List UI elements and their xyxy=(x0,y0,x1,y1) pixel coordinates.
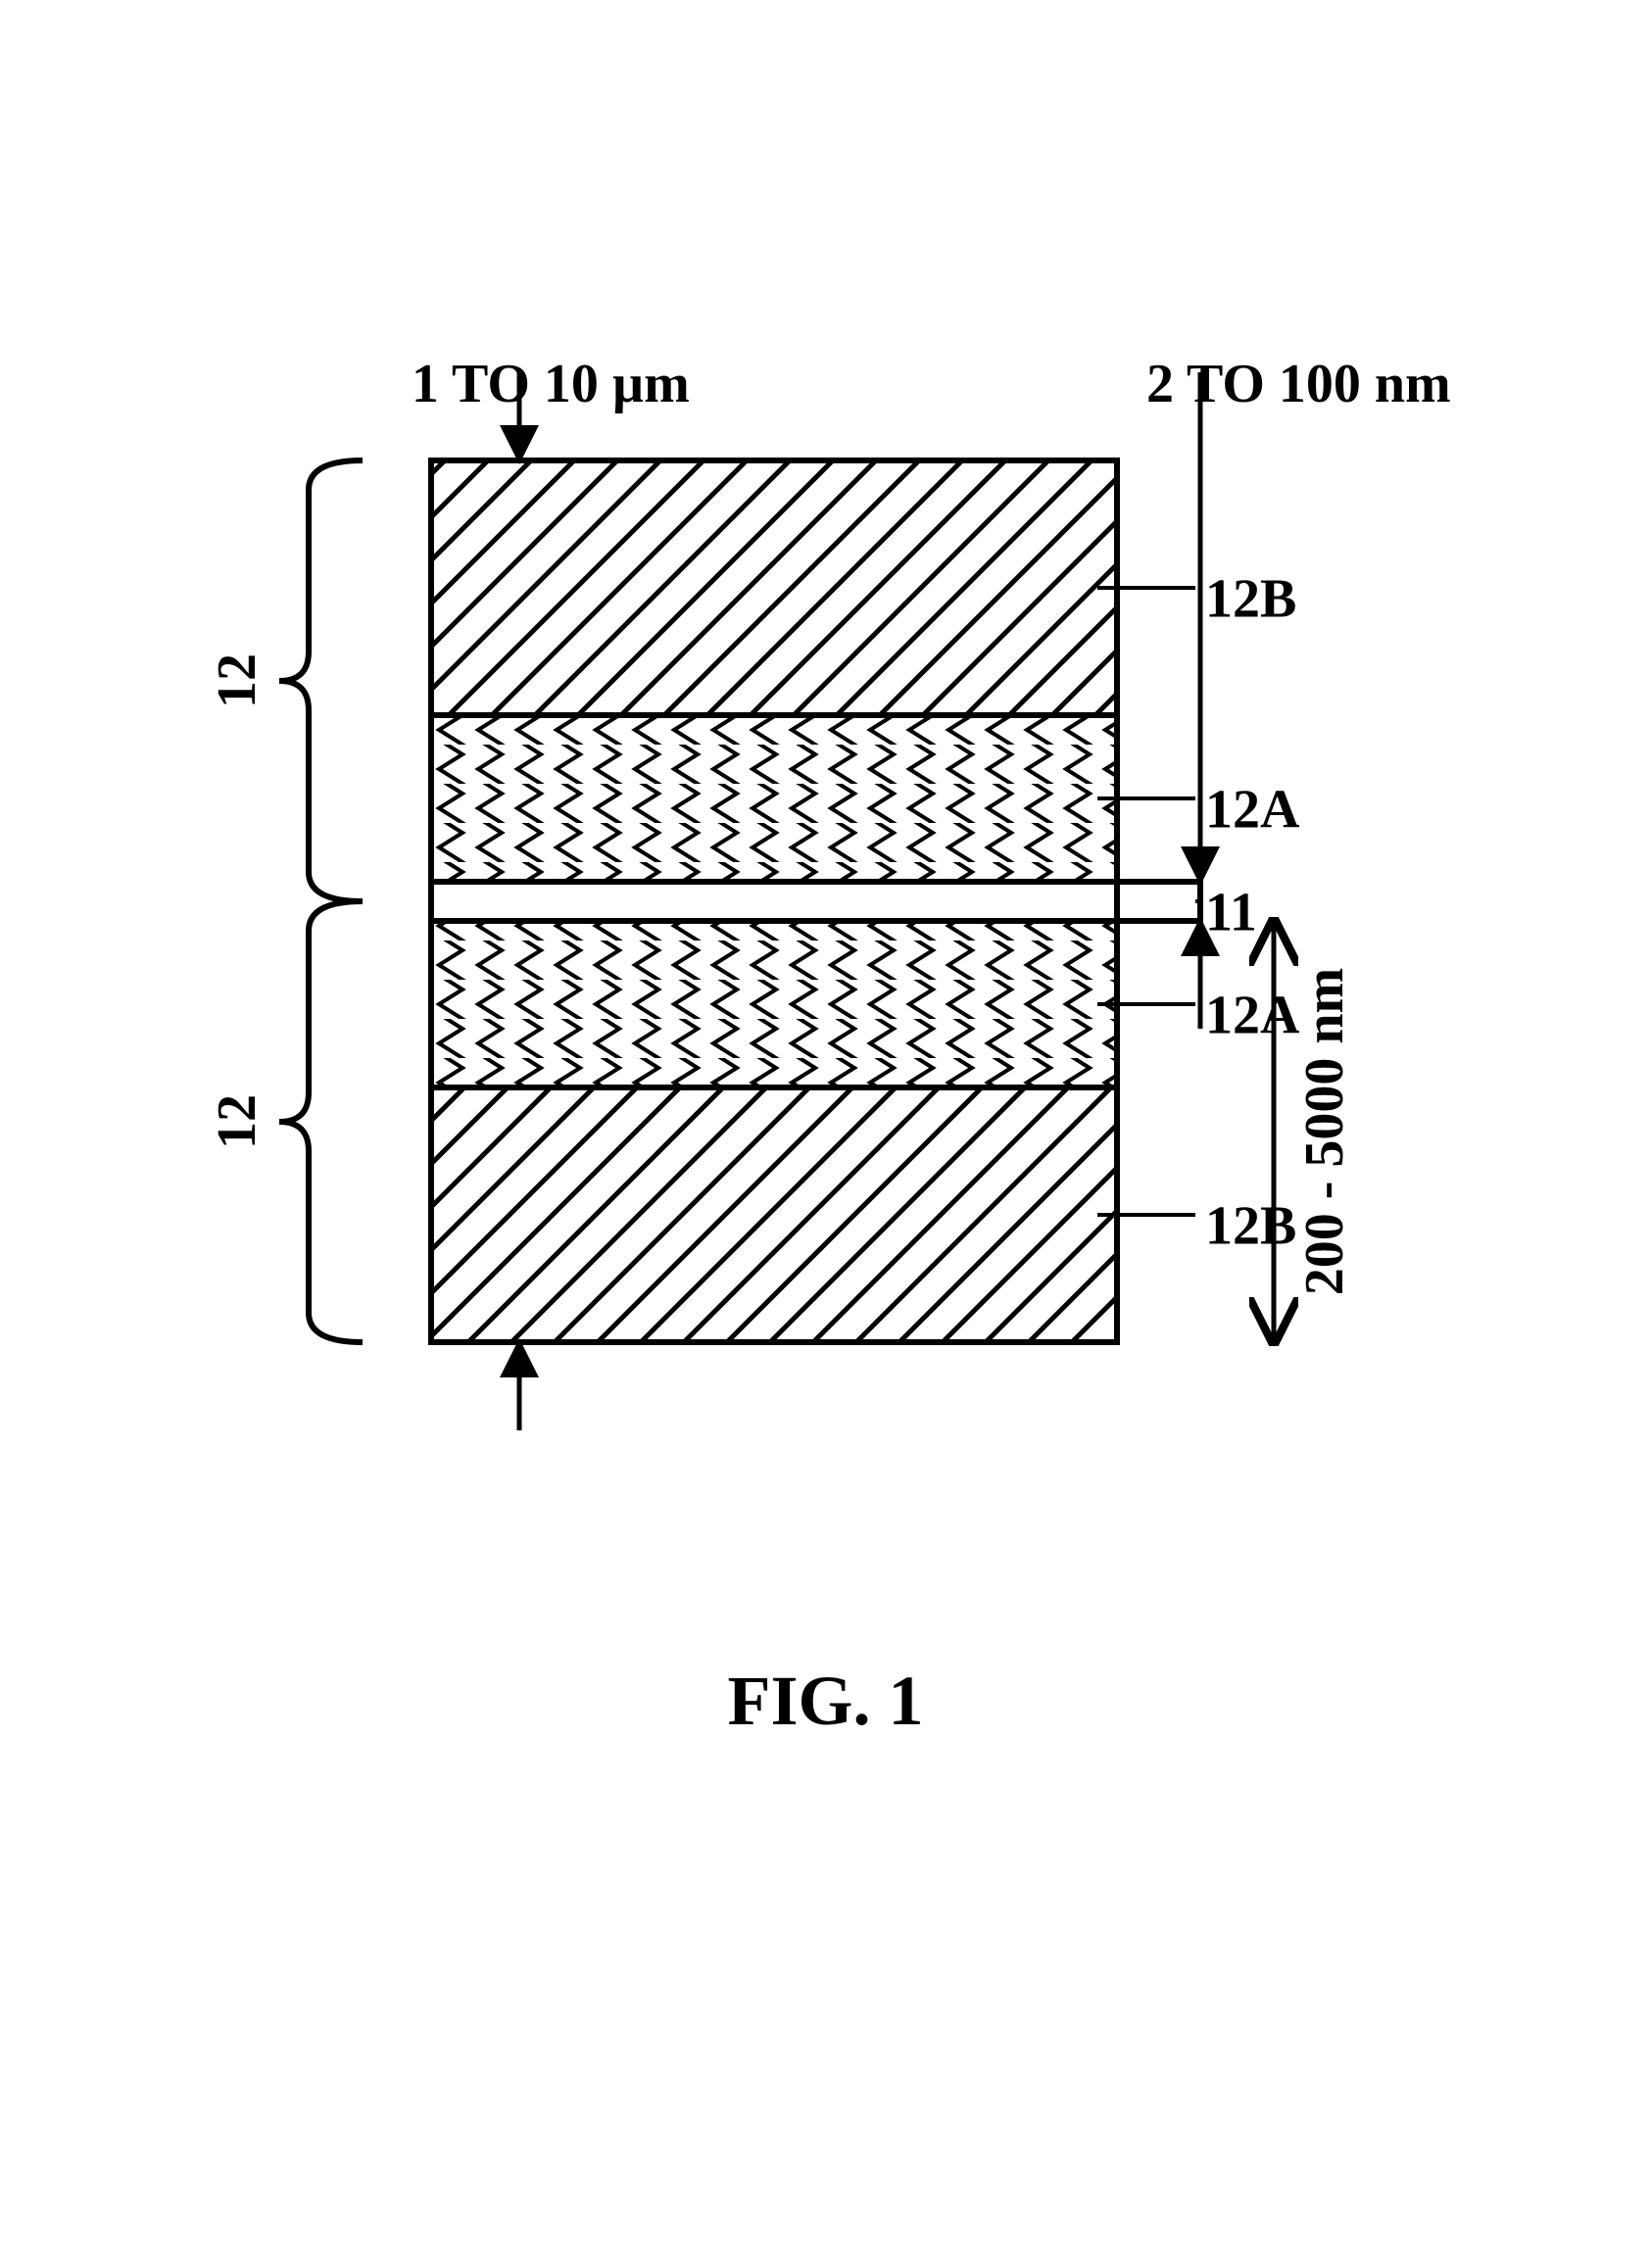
brace-label-0: 12 xyxy=(207,653,267,708)
dim-center-label: 2 TO 100 nm xyxy=(1146,354,1451,414)
layer-label-12B_bottom: 12B xyxy=(1205,1196,1296,1257)
figure-caption: FIG. 1 xyxy=(727,1662,923,1740)
layer-12B_top xyxy=(431,460,1117,715)
brace-label-1: 12 xyxy=(207,1094,267,1149)
dim-subrange-label: 200 - 5000 nm xyxy=(1294,968,1355,1295)
layer-12B_bottom xyxy=(431,1087,1117,1342)
layer-11 xyxy=(431,882,1117,921)
figure-svg: 12B 12A 11 12A 12B 12 12 1 TO 10 µm 2 TO 100 nm 2… xyxy=(0,0,1651,2268)
layer-label-12A_top: 12A xyxy=(1205,780,1300,841)
dim-total-label: 1 TO 10 µm xyxy=(412,354,690,414)
layer-label-12A_bottom: 12A xyxy=(1205,986,1300,1046)
layer-11-extension xyxy=(1117,882,1200,921)
layer-12A_bottom xyxy=(431,921,1117,1087)
layer-label-11: 11 xyxy=(1205,883,1257,943)
layer-12A_top xyxy=(431,715,1117,882)
brace-0 xyxy=(279,460,363,901)
layer-label-12B_top: 12B xyxy=(1205,569,1296,630)
brace-1 xyxy=(279,901,363,1342)
